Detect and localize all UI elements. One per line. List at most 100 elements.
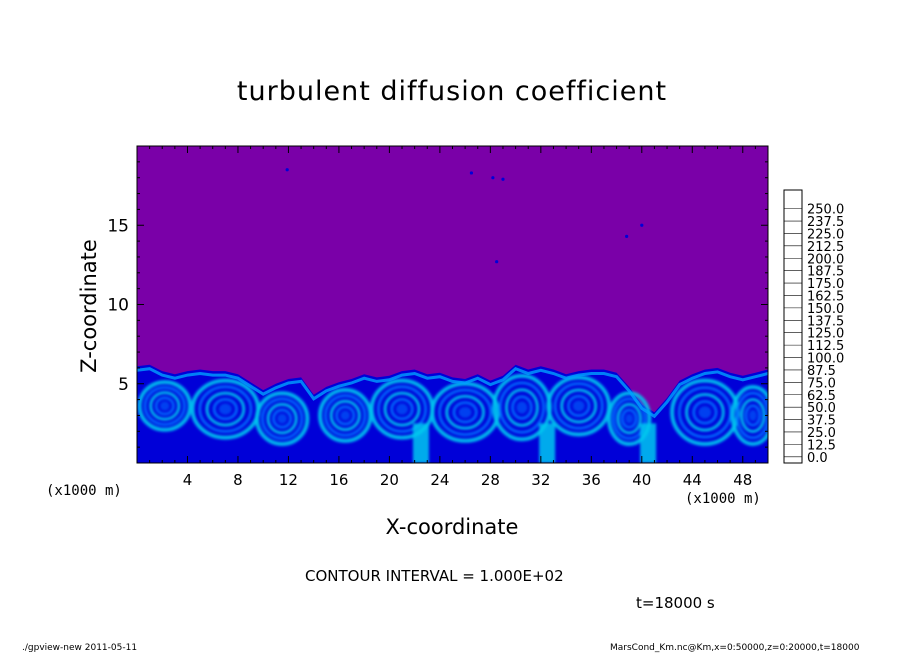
eddy-ring [620, 408, 638, 429]
speck [285, 168, 289, 172]
chart-title: turbulent diffusion coefficient [236, 76, 668, 107]
colorbar-label: 0.0 [807, 451, 828, 466]
plume [640, 423, 657, 463]
eddy-core [572, 400, 585, 412]
footer-left: ./gpview-new 2011-05-11 [22, 643, 138, 653]
eddy-ring [198, 385, 253, 433]
eddy-ring [266, 402, 298, 435]
eddy-ring [154, 396, 175, 416]
colorbar-label: 112.5 [807, 339, 844, 354]
speck [491, 176, 495, 180]
x-tick-label: 40 [632, 471, 651, 489]
eddy-core [516, 401, 528, 414]
eddy-ring [560, 388, 598, 424]
colorbar-label: 212.5 [807, 240, 844, 255]
eddy-ring [735, 391, 768, 440]
eddy-ring [566, 394, 591, 418]
eddy-core [340, 410, 351, 421]
speck [640, 223, 644, 227]
eddy-ring [740, 397, 766, 433]
eddy-ring [212, 397, 239, 421]
eddy-ring [677, 386, 733, 439]
x-tick-label: 12 [279, 471, 298, 489]
colorbar-label: 50.0 [807, 401, 836, 416]
eddy-ring [685, 392, 725, 432]
y-tick-label: 15 [107, 216, 129, 236]
colorbar-label: 237.5 [807, 215, 844, 230]
x-axis-label-text: X-coordinate [385, 515, 519, 539]
contour-interval: CONTOUR INTERVAL = 1.000E+02 [305, 567, 564, 585]
y-axis-label: Z-coordinate [77, 231, 101, 381]
eddy-ring [445, 394, 486, 430]
y-tick-label: 5 [118, 375, 129, 395]
eddy-core [159, 401, 170, 411]
colorbar-label: 62.5 [807, 389, 836, 404]
eddy-ring [143, 385, 186, 426]
eddy-core [395, 403, 409, 415]
colorbar-label: 75.0 [807, 376, 836, 391]
time-label: t=18000 s [636, 594, 715, 612]
eddy-core [625, 413, 634, 424]
eddy-ring [376, 385, 428, 433]
eddy-ring [254, 391, 310, 447]
speck [501, 177, 505, 181]
eddy-ring [511, 395, 533, 420]
plume [412, 423, 429, 463]
eddy-ring [272, 408, 293, 429]
x-tick-label: 24 [430, 471, 449, 489]
eddy-ring [149, 391, 181, 421]
colorbar: 0.012.525.037.550.062.575.087.5100.0112.… [783, 189, 844, 466]
x-tick-label: 36 [582, 471, 601, 489]
eddy-ring [390, 397, 414, 421]
eddy-ring [611, 397, 647, 440]
x-tick-label: 8 [233, 471, 243, 489]
eddy-group [137, 373, 768, 463]
eddy-core [218, 403, 232, 415]
eddy-ring [383, 391, 421, 427]
colorbar-label: 150.0 [807, 302, 844, 317]
x-unit-right: (x1000 m) [685, 491, 761, 507]
speck [495, 260, 499, 264]
colorbar-label: 12.5 [807, 438, 836, 453]
colorbar-label: 200.0 [807, 252, 844, 267]
x-tick-label: 28 [481, 471, 500, 489]
eddy-core [458, 406, 472, 418]
footer-right: MarsCond_Km.nc@Km,x=0:50000,z=0:20000,t=… [610, 643, 860, 653]
eddy-ring [744, 404, 762, 427]
y-axis-label-text: Z-coordinate [77, 239, 101, 373]
eddy-ring [730, 384, 768, 446]
x-tick-label: 44 [683, 471, 702, 489]
speck [625, 234, 629, 238]
eddy-ring [205, 391, 246, 427]
x-tick-label: 16 [329, 471, 348, 489]
colorbar-label: 225.0 [807, 227, 844, 242]
axes [136, 145, 769, 464]
eddy-ring [452, 401, 478, 424]
eddy-ring [137, 380, 192, 432]
colorbar-label: 250.0 [807, 203, 844, 218]
heatmap-field [137, 146, 768, 463]
x-tick-label: 20 [380, 471, 399, 489]
eddy-ring [260, 397, 304, 440]
colorbar-label: 187.5 [807, 265, 844, 280]
colorbar-label: 162.5 [807, 289, 844, 304]
eddy-ring [498, 381, 546, 434]
x-tick-label: 32 [531, 471, 550, 489]
colorbar-label: 137.5 [807, 314, 844, 329]
y-tick-label: 10 [107, 296, 129, 316]
eddy-ring [546, 375, 612, 437]
boundary-highlight [137, 366, 768, 419]
eddy-core [698, 405, 712, 419]
colorbar-label: 37.5 [807, 414, 836, 429]
colorbar-label: 25.0 [807, 426, 836, 441]
plume [539, 423, 556, 463]
eddy-ring [438, 388, 493, 437]
colorbar-label: 175.0 [807, 277, 844, 292]
eddy-ring [553, 382, 604, 430]
eddy-ring [616, 402, 642, 435]
speck [469, 171, 474, 175]
colorbar-label: 100.0 [807, 352, 844, 367]
x-tick-label: 4 [183, 471, 193, 489]
